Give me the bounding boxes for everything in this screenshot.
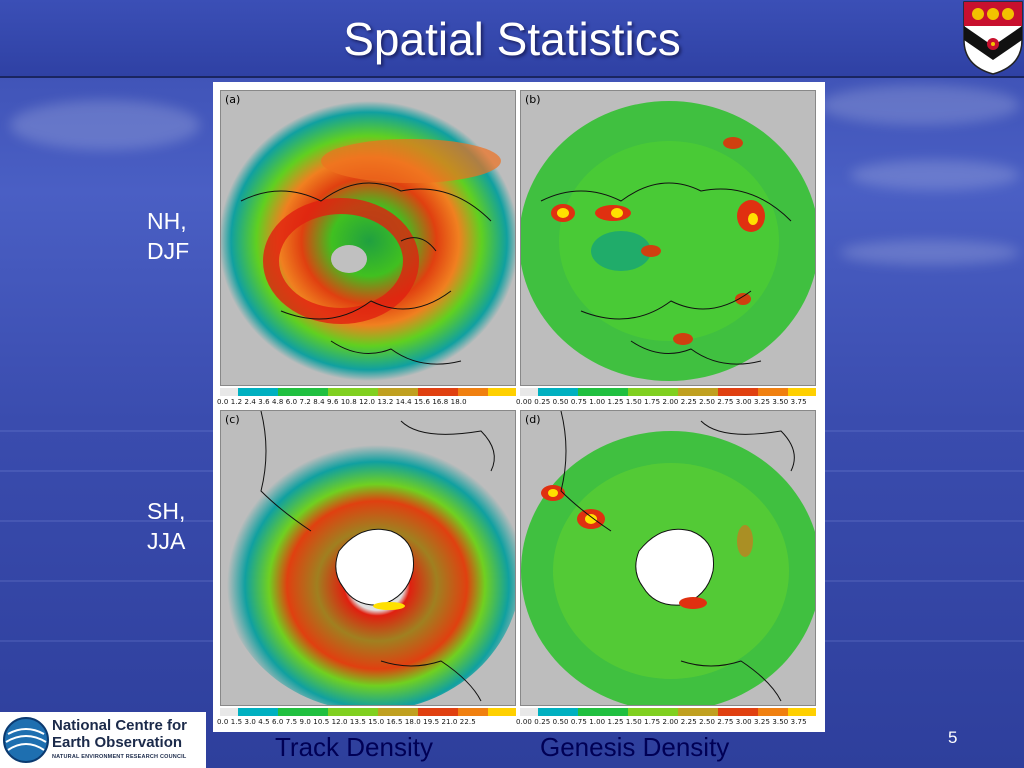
row-label-line: JJA bbox=[147, 528, 186, 554]
colorbar-c-ticks: 0.0 1.5 3.0 4.5 6.0 7.5 9.0 10.5 12.0 13… bbox=[217, 718, 476, 726]
university-crest-logo bbox=[963, 1, 1023, 75]
panel-label: (c) bbox=[225, 413, 240, 426]
logo-subtitle: NATURAL ENVIRONMENT RESEARCH COUNCIL bbox=[52, 754, 187, 760]
map-b bbox=[521, 101, 815, 381]
nceo-logo: National Centre for Earth Observation NA… bbox=[0, 712, 206, 768]
panel-label: (a) bbox=[225, 93, 241, 106]
colorbar-d bbox=[520, 708, 816, 716]
colorbar-a-ticks: 0.0 1.2 2.4 3.6 4.8 6.0 7.2 8.4 9.6 10.8… bbox=[217, 398, 467, 406]
colorbar-b bbox=[520, 388, 816, 396]
map-d bbox=[521, 411, 815, 705]
row-label-line: DJF bbox=[147, 238, 190, 264]
row-label-line: SH, bbox=[147, 498, 186, 524]
nceo-globe-icon bbox=[3, 717, 49, 763]
panel-label: (d) bbox=[525, 413, 541, 426]
colorbar-c bbox=[220, 708, 516, 716]
logo-line1: National Centre for bbox=[52, 717, 188, 734]
page-number: 5 bbox=[948, 728, 958, 747]
panel-c-track-density-sh: (c) bbox=[220, 410, 516, 706]
map-a bbox=[221, 101, 515, 381]
panel-label: (b) bbox=[525, 93, 541, 106]
logo-line2: Earth Observation bbox=[52, 734, 183, 751]
title-bar: Spatial Statistics bbox=[0, 0, 1024, 78]
slide-title: Spatial Statistics bbox=[343, 13, 681, 65]
row-label-nh-djf: NH, DJF bbox=[147, 206, 189, 266]
row-label-sh-jja: SH, JJA bbox=[147, 496, 185, 556]
row-label-line: NH, bbox=[147, 208, 187, 234]
density-figure: (a) (b) 0 bbox=[213, 82, 825, 732]
logo-name: National Centre for Earth Observation bbox=[52, 717, 187, 751]
colorbar-d-ticks: 0.00 0.25 0.50 0.75 1.00 1.25 1.50 1.75 … bbox=[516, 718, 807, 726]
track-density-caption: Track Density bbox=[275, 732, 433, 762]
panel-b-genesis-density-nh: (b) bbox=[520, 90, 816, 386]
colorbar-b-ticks: 0.00 0.25 0.50 0.75 1.00 1.25 1.50 1.75 … bbox=[516, 398, 807, 406]
panel-d-genesis-density-sh: (d) bbox=[520, 410, 816, 706]
genesis-density-caption: Genesis Density bbox=[540, 732, 730, 762]
panel-a-track-density-nh: (a) bbox=[220, 90, 516, 386]
colorbar-a bbox=[220, 388, 516, 396]
map-c bbox=[221, 411, 515, 705]
